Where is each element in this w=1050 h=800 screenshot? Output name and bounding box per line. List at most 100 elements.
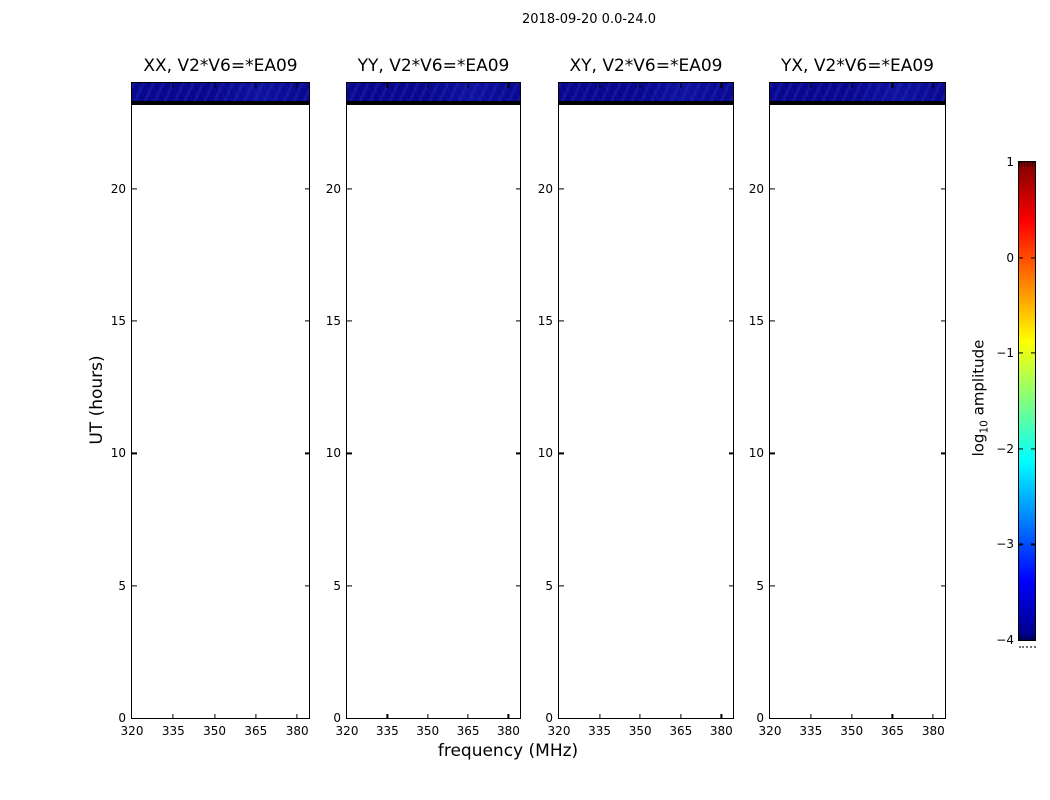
x-tick — [680, 83, 682, 88]
y-tick-label: 15 — [537, 314, 553, 329]
y-tick — [515, 585, 520, 587]
y-tick — [515, 320, 520, 322]
y-tick — [515, 188, 520, 190]
y-axis-label: UT (hours) — [87, 355, 107, 445]
x-tick-label: 380 — [921, 724, 945, 738]
colorbar: 1 0 −1 −2 −3 −4 — [996, 155, 1036, 647]
x-tick-label: 320 — [758, 724, 782, 738]
x-tick — [172, 83, 174, 88]
x-tick — [427, 83, 429, 88]
colorbar-tick-label: −3 — [996, 537, 1014, 552]
y-tick-label: 10 — [325, 446, 341, 461]
y-tick — [770, 452, 775, 454]
heatmap-data-band — [347, 83, 520, 101]
colorbar-bottom-comb-ticks — [1019, 635, 1035, 640]
x-tick-label: 350 — [840, 724, 864, 738]
colorbar-tick-label: −4 — [996, 633, 1014, 647]
x-tick — [213, 83, 216, 88]
x-tick-label: 350 — [628, 724, 652, 738]
y-tick-label: 15 — [110, 314, 126, 329]
x-tick-label: 320 — [120, 724, 144, 738]
colorbar-tick — [1031, 161, 1035, 163]
y-tick-label: 20 — [325, 181, 341, 196]
colorbar-tick — [1019, 161, 1023, 163]
subplot-panel: XY, V2*V6=*EA09 320 335 350 365 380 0 5 10 15 20 — [538, 56, 734, 738]
x-tick — [598, 83, 601, 88]
subplot-panel: XX, V2*V6=*EA09 320 335 350 365 380 0 5 10 15 20 — [111, 56, 310, 738]
x-tick — [255, 83, 257, 88]
y-tick — [304, 452, 309, 454]
colorbar-top-comb-ticks — [1019, 162, 1035, 167]
x-tick — [851, 713, 853, 718]
y-tick-label: 10 — [748, 446, 764, 461]
colorbar-tick-label: −1 — [996, 346, 1014, 361]
y-tick — [559, 320, 564, 322]
subplot-title: YX, V2*V6=*EA09 — [781, 56, 934, 76]
colorbar-label-rest: amplitude — [969, 339, 988, 421]
y-tick — [728, 452, 733, 454]
y-tick-label: 0 — [756, 711, 764, 725]
x-tick-label: 380 — [496, 724, 520, 738]
colorbar-tick-label: 0 — [1006, 250, 1014, 265]
y-tick-label: 10 — [110, 446, 126, 461]
x-tick — [639, 713, 641, 718]
y-tick — [940, 452, 945, 454]
x-tick — [680, 713, 682, 718]
y-tick — [347, 188, 352, 190]
heatmap-band-lower-edge — [559, 101, 733, 105]
y-tick — [728, 188, 733, 190]
y-tick — [940, 320, 945, 322]
colorbar-label-log: log — [969, 433, 988, 457]
x-tick — [467, 83, 469, 88]
heatmap-band-lower-edge — [770, 101, 945, 105]
subplot-title: XY, V2*V6=*EA09 — [569, 56, 723, 76]
colorbar-tick — [1019, 639, 1023, 641]
x-tick-label: 320 — [547, 724, 571, 738]
y-tick-label: 0 — [333, 711, 341, 725]
y-tick-label: 0 — [545, 711, 553, 725]
y-tick — [347, 320, 352, 322]
x-tick — [296, 713, 298, 718]
y-tick — [559, 188, 564, 190]
x-tick — [598, 713, 601, 718]
y-tick — [940, 188, 945, 190]
subplot-panel: YX, V2*V6=*EA09 320 335 350 365 380 0 5 10 15 20 — [749, 56, 946, 738]
y-tick-label: 5 — [118, 578, 126, 593]
y-tick — [940, 585, 945, 587]
colorbar-tick — [1031, 257, 1035, 259]
x-tick-label: 365 — [456, 724, 480, 738]
heatmap-data-band — [559, 83, 733, 101]
y-tick-label: 0 — [118, 711, 126, 725]
colorbar-tick — [1031, 639, 1035, 641]
x-tick — [891, 713, 894, 718]
x-tick-label: 365 — [881, 724, 904, 738]
x-tick — [386, 83, 388, 88]
colorbar-tick — [1019, 448, 1023, 450]
x-tick-label: 335 — [375, 724, 399, 738]
x-axis-label: frequency (MHz) — [437, 741, 579, 761]
x-tick-label: 335 — [588, 724, 612, 738]
x-tick-label: 380 — [285, 724, 309, 738]
colorbar-tick — [1019, 257, 1023, 259]
x-tick — [172, 713, 174, 718]
y-tick — [347, 585, 352, 587]
y-tick-label: 5 — [756, 578, 764, 593]
x-tick-label: 380 — [709, 724, 733, 738]
subplot-panel: YY, V2*V6=*EA09 320 335 350 365 380 0 5 10 15 20 — [326, 56, 521, 738]
heatmap-data-band — [770, 83, 945, 101]
colorbar-tick — [1019, 543, 1023, 545]
x-tick-label: 365 — [244, 724, 268, 738]
y-tick — [132, 320, 137, 322]
colorbar-label-subscript: 10 — [978, 420, 991, 434]
y-tick-label: 5 — [545, 578, 553, 593]
x-tick — [891, 83, 894, 88]
heatmap-band-lower-edge — [132, 101, 309, 105]
colorbar-tick — [1019, 352, 1023, 354]
x-tick — [507, 713, 510, 718]
y-tick-label: 5 — [333, 578, 341, 593]
x-tick — [386, 713, 388, 718]
y-tick — [347, 452, 352, 454]
heatmap-data-band — [132, 83, 309, 101]
subplot-title: XX, V2*V6=*EA09 — [143, 56, 298, 76]
